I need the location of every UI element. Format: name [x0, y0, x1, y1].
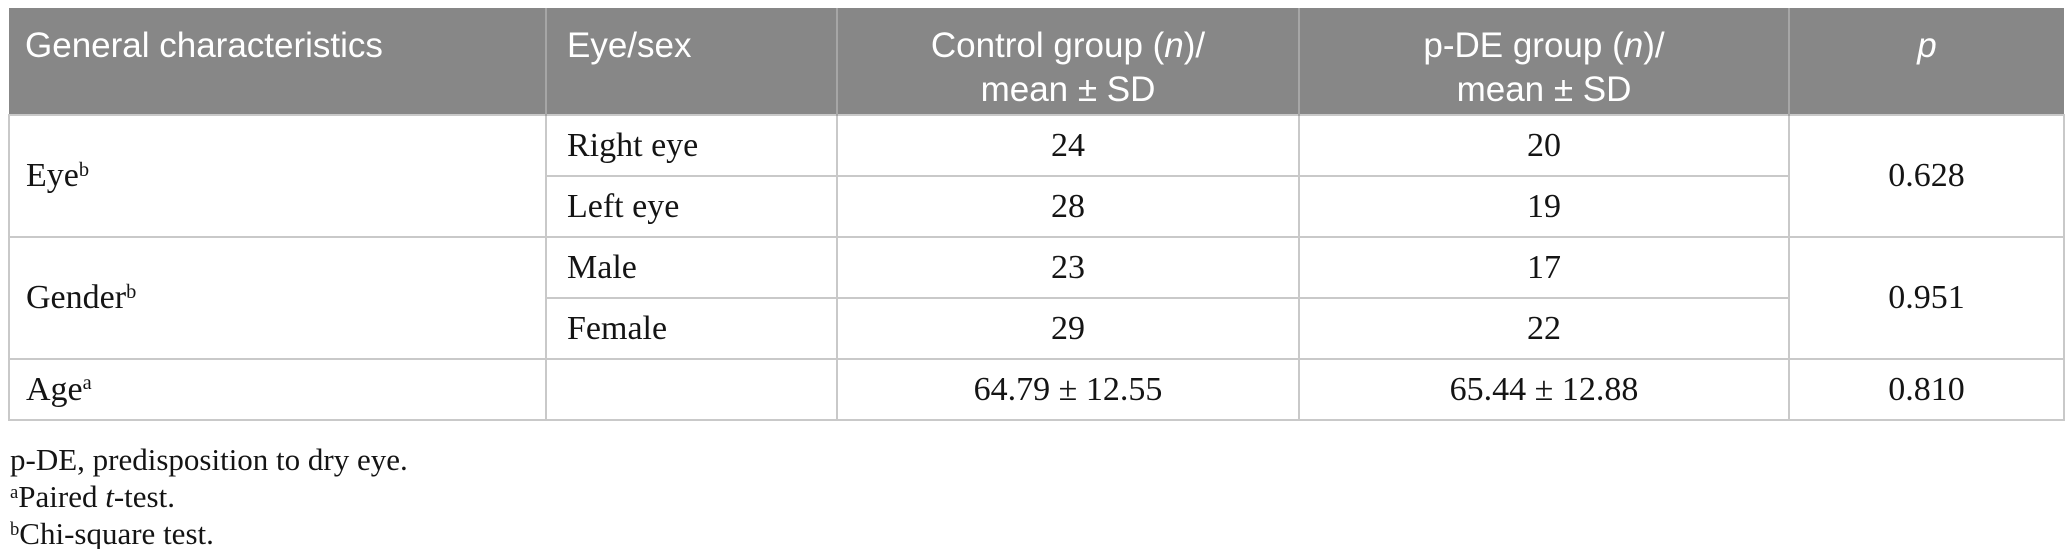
subrow-label: Female [545, 297, 838, 360]
group-label-eye: Eyeb [8, 114, 547, 238]
control-value: 28 [836, 175, 1300, 238]
footnote-marker: b [10, 518, 20, 540]
header-eye-sex: Eye/sex [545, 8, 837, 115]
characteristics-table: General characteristics Eye/sex Control … [8, 8, 2065, 421]
pde-value: 65.44 ± 12.88 [1298, 358, 1790, 421]
control-value: 23 [836, 236, 1300, 299]
group-label-gender: Genderb [8, 236, 547, 360]
subrow-label-empty [545, 358, 838, 421]
pde-value: 19 [1298, 175, 1790, 238]
table-row: Genderb Male 23 17 0.951 [8, 236, 2065, 360]
footnote-marker: a [82, 372, 92, 395]
table-row: Eyeb Right eye 24 20 0.628 [8, 114, 2065, 238]
header-general-characteristics: General characteristics [9, 8, 546, 115]
p-value: 0.628 [1788, 114, 2065, 238]
header-pde-group: p-DE group (n)/ mean ± SD [1298, 8, 1789, 115]
control-value: 24 [836, 114, 1300, 177]
table-row: Left eye 28 19 [9, 175, 2064, 238]
pde-value: 17 [1298, 236, 1790, 299]
pde-value: 20 [1298, 114, 1790, 177]
subrow-label: Left eye [545, 175, 838, 238]
group-label-age: Agea [8, 358, 547, 421]
control-value: 29 [836, 297, 1300, 360]
footnote-marker: b [78, 158, 90, 181]
subrow-label: Male [545, 236, 838, 299]
table-header-row: General characteristics Eye/sex Control … [9, 8, 2064, 115]
subrow-label: Right eye [545, 114, 838, 177]
pde-value: 22 [1298, 297, 1790, 360]
header-control-group: Control group (n)/ mean ± SD [836, 8, 1299, 115]
footnote-marker: b [126, 280, 137, 303]
footnote-marker: a [10, 481, 19, 503]
table-row: Agea 64.79 ± 12.55 65.44 ± 12.88 0.810 [8, 358, 2065, 421]
control-value: 64.79 ± 12.55 [836, 358, 1300, 421]
footnote-chi-square-test: bChi-square test. [10, 516, 214, 549]
p-value: 0.810 [1788, 358, 2065, 421]
table-row: Female 29 22 [9, 297, 2064, 360]
p-value: 0.951 [1788, 236, 2065, 360]
table-footnotes: p-DE, predisposition to dry eye. aPaired… [10, 441, 408, 549]
footnote-abbreviation: p-DE, predisposition to dry eye. [10, 442, 408, 477]
footnote-paired-t-test: aPaired t-test. [10, 479, 175, 514]
header-p-value: p [1788, 8, 2064, 115]
